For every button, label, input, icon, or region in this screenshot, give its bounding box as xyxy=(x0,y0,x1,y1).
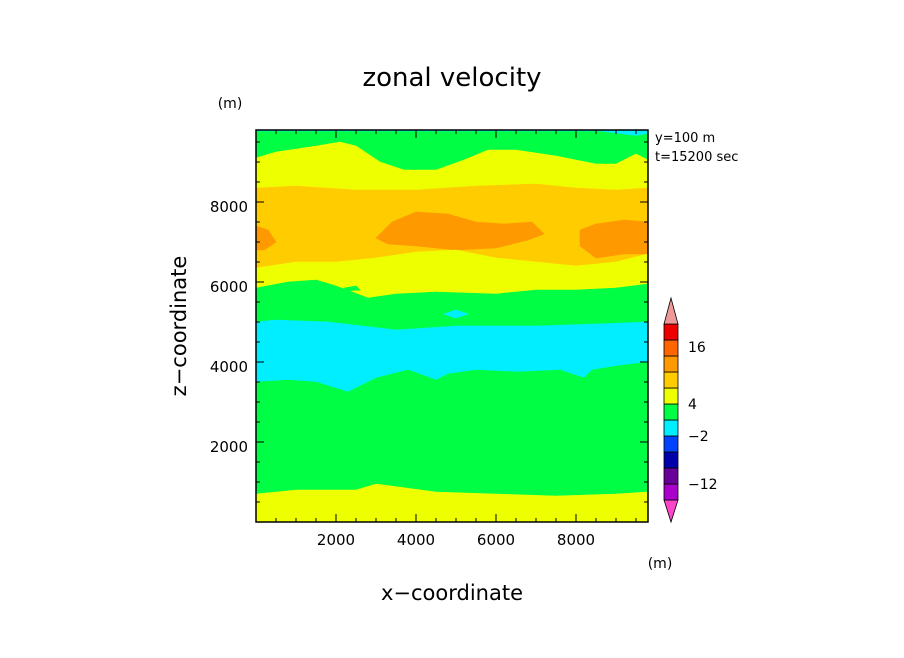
y-tick-label: 4000 xyxy=(210,358,248,376)
x-tick-label: 4000 xyxy=(397,531,435,549)
y-tick-label: 6000 xyxy=(210,278,248,296)
colorbar-swatch xyxy=(663,371,679,389)
colorbar-swatch xyxy=(663,419,679,437)
x-axis-title: x−coordinate xyxy=(381,581,523,605)
colorbar-label: 16 xyxy=(688,340,706,356)
contour-region-green-lower xyxy=(255,361,649,497)
y-tick-label: 2000 xyxy=(210,438,248,456)
x-tick-label: 2000 xyxy=(317,531,355,549)
colorbar-swatch xyxy=(663,339,679,357)
colorbar-label: −2 xyxy=(688,429,709,445)
colorbar-swatch xyxy=(663,403,679,421)
chart-title: zonal velocity xyxy=(362,63,541,93)
colorbar xyxy=(663,296,679,524)
colorbar-label: 4 xyxy=(688,397,697,413)
y-tick-label: 8000 xyxy=(210,198,248,216)
x-tick-label: 8000 xyxy=(557,531,595,549)
contour-region-cyan-island xyxy=(443,309,469,319)
info-time: t=15200 sec xyxy=(655,150,738,165)
plot-frame xyxy=(255,129,649,523)
info-y-location: y=100 m xyxy=(655,131,715,146)
colorbar-label: −12 xyxy=(688,477,718,493)
colorbar-swatch xyxy=(663,483,679,501)
colorbar-arrow-bottom xyxy=(663,499,679,524)
colorbar-swatch xyxy=(663,355,679,373)
contour-region-dark-orange-center xyxy=(375,211,545,251)
axis-ticks xyxy=(256,130,648,522)
colorbar-arrow-top xyxy=(663,296,679,325)
x-tick-label: 6000 xyxy=(477,531,515,549)
colorbar-swatch xyxy=(663,467,679,485)
contour-region-green-speck xyxy=(343,285,361,292)
x-tick-labels: 2000 4000 6000 8000 xyxy=(317,531,595,549)
colorbar-swatch xyxy=(663,451,679,469)
colorbar-swatch xyxy=(663,323,679,341)
colorbar-swatch xyxy=(663,387,679,405)
colorbar-unit-label: (m) xyxy=(648,556,673,572)
contour-regions xyxy=(255,129,649,523)
y-tick-labels: 2000 4000 6000 8000 xyxy=(210,198,248,456)
y-unit-label: (m) xyxy=(218,96,243,112)
colorbar-swatch xyxy=(663,435,679,453)
colorbar-labels: 16 4 −2 −12 xyxy=(688,340,718,493)
y-axis-title: z−coordinate xyxy=(167,256,191,397)
